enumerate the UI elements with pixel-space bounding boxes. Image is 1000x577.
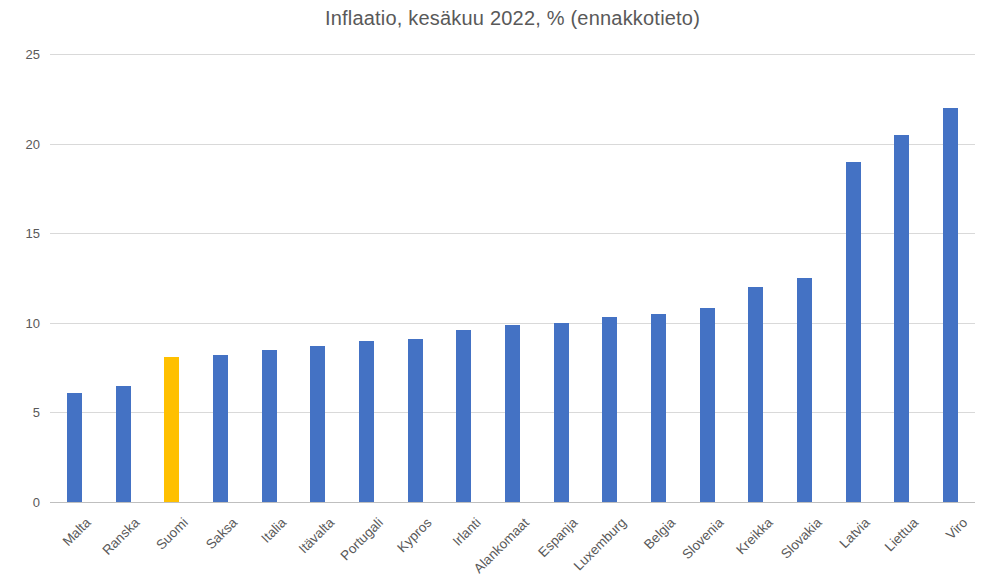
bar-irlanti [456, 330, 471, 502]
y-axis-tick-labels: 0510152025 [0, 55, 40, 503]
x-axis-label-text: Ranska [100, 515, 143, 558]
y-axis-tick-label: 20 [26, 137, 40, 153]
gridline-25 [50, 54, 975, 55]
bar-kypros [408, 339, 423, 502]
x-axis-label-text: Kypros [394, 515, 434, 555]
x-axis-label-text: Portugali [338, 515, 386, 563]
bar-malta [67, 393, 82, 502]
x-axis-label-text: Malta [60, 515, 94, 549]
x-axis-label-text: Belgia [641, 515, 678, 552]
bar-latvia [846, 162, 861, 502]
bar-saksa [213, 355, 228, 502]
bar-slovakia [797, 278, 812, 502]
x-axis-label-text: Espanja [536, 515, 581, 560]
gridline-15 [50, 233, 975, 234]
x-axis-label-text: Kreikka [733, 515, 775, 557]
bar-itävalta [310, 346, 325, 502]
bar-alankomaat [505, 325, 520, 502]
x-axis-label-text: Saksa [203, 515, 240, 552]
y-axis-tick-label: 10 [26, 316, 40, 332]
inflation-bar-chart: Inflaatio, kesäkuu 2022, % (ennakkotieto… [0, 0, 1000, 577]
y-axis-tick-label: 0 [33, 495, 40, 511]
x-axis-label-text: Latvia [837, 515, 873, 551]
x-axis-label-text: Liettua [882, 515, 921, 554]
bar-ranska [116, 386, 131, 502]
chart-title: Inflaatio, kesäkuu 2022, % (ennakkotieto… [50, 7, 975, 30]
x-axis-label-text: Itävalta [296, 515, 337, 556]
y-axis-tick-label: 25 [26, 47, 40, 63]
bar-viro [943, 108, 958, 502]
x-axis-label-text: Luxemburg [571, 515, 629, 573]
bar-slovenia [700, 308, 715, 502]
y-axis-tick-label: 5 [33, 405, 40, 421]
bar-espanja [554, 323, 569, 502]
x-axis-label-text: Slovakia [778, 515, 825, 562]
x-axis-label-text: Irlanti [449, 515, 483, 549]
gridline-20 [50, 144, 975, 145]
bar-italia [262, 350, 277, 502]
bar-kreikka [748, 287, 763, 502]
bar-suomi [164, 357, 179, 502]
bar-belgia [651, 314, 666, 502]
x-axis-label-text: Slovenia [680, 515, 727, 562]
bar-portugali [359, 341, 374, 502]
x-axis-label-text: Italia [258, 515, 289, 546]
y-axis-tick-label: 15 [26, 226, 40, 242]
x-axis-line [50, 502, 975, 503]
x-axis-label-text: Suomi [154, 515, 192, 553]
bar-luxemburg [602, 317, 617, 502]
x-axis-label-text: Viro [943, 515, 970, 542]
plot-area: MaltaRanskaSuomiSaksaItaliaItävaltaPortu… [50, 55, 975, 503]
bar-liettua [894, 135, 909, 502]
